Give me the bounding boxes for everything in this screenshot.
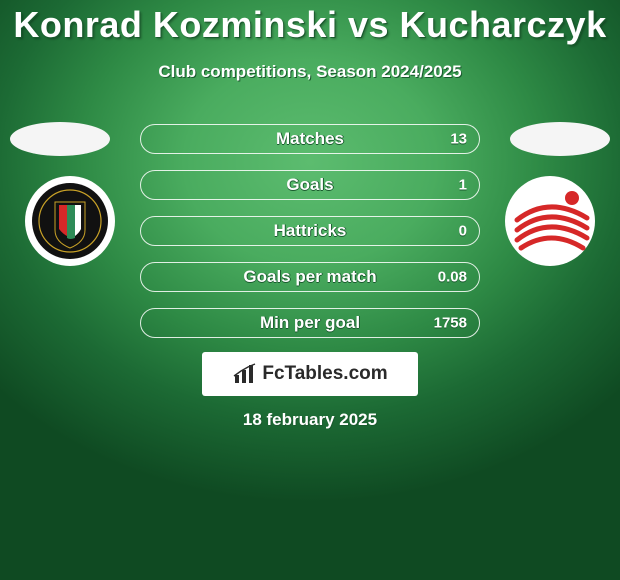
player-right-placeholder [510, 122, 610, 156]
stat-label: Goals per match [243, 267, 376, 287]
subtitle: Club competitions, Season 2024/2025 [0, 62, 620, 82]
stat-label: Goals [286, 175, 333, 195]
stats-list: Matches 13 Goals 1 Hattricks 0 Goals per… [140, 124, 480, 354]
logo-text: FcTables.com [262, 363, 387, 385]
stat-row-min-per-goal: Min per goal 1758 [140, 308, 480, 338]
player-left-placeholder [10, 122, 110, 156]
bar-chart-icon [232, 363, 258, 385]
comparison-card: Konrad Kozminski vs Kucharczyk Club comp… [0, 0, 620, 580]
page-title: Konrad Kozminski vs Kucharczyk [0, 4, 620, 46]
zaglebie-crest-icon [31, 182, 109, 260]
stat-label: Hattricks [274, 221, 347, 241]
stat-row-goals-per-match: Goals per match 0.08 [140, 262, 480, 292]
stat-right-value: 0 [459, 223, 467, 240]
stat-label: Matches [276, 129, 344, 149]
cracovia-crest-icon [509, 180, 591, 262]
stat-right-value: 1 [459, 177, 467, 194]
date-label: 18 february 2025 [0, 410, 620, 430]
stat-row-goals: Goals 1 [140, 170, 480, 200]
stat-row-matches: Matches 13 [140, 124, 480, 154]
stat-right-value: 13 [450, 131, 467, 148]
stat-right-value: 0.08 [438, 269, 467, 286]
fctables-link[interactable]: FcTables.com [202, 352, 418, 396]
stat-row-hattricks: Hattricks 0 [140, 216, 480, 246]
stat-right-value: 1758 [434, 315, 467, 332]
club-badge-left [25, 176, 115, 266]
club-badge-right [505, 176, 595, 266]
stat-label: Min per goal [260, 313, 360, 333]
